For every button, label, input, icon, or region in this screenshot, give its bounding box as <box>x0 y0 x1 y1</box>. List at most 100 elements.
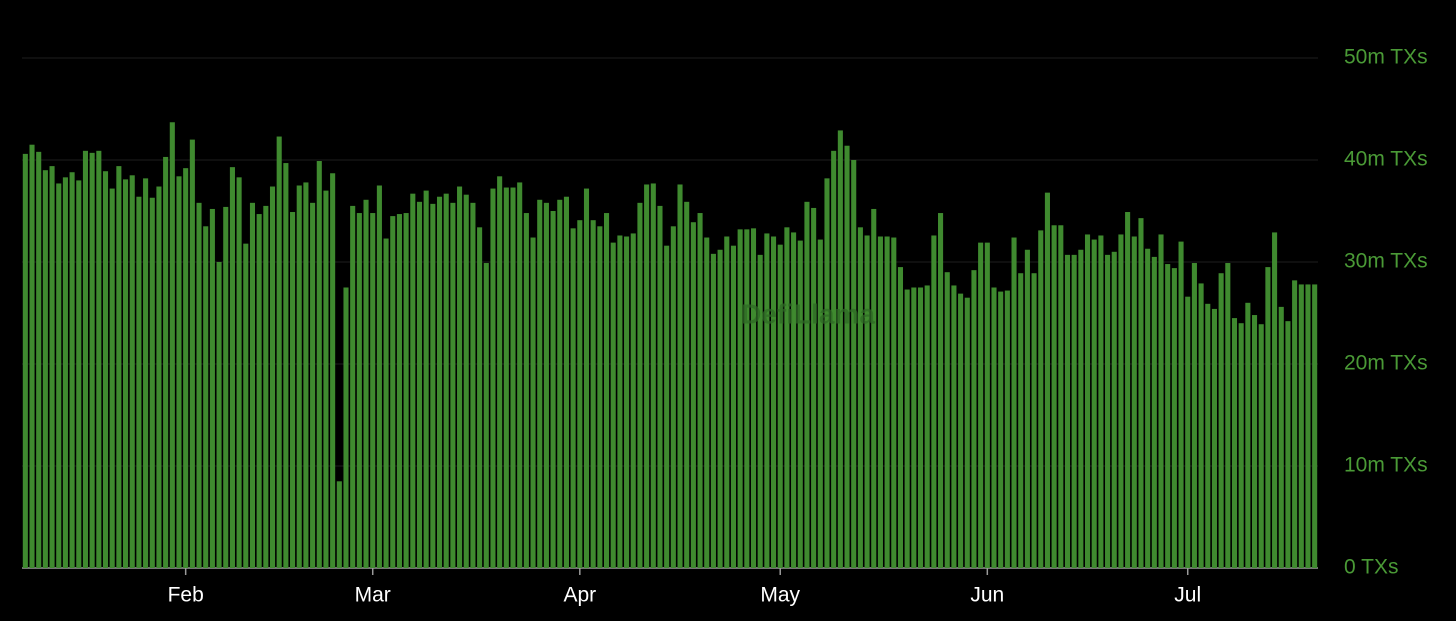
bar <box>964 297 970 568</box>
bar <box>864 235 870 569</box>
bar <box>1011 237 1017 568</box>
bar <box>971 270 977 568</box>
bar <box>1211 308 1217 568</box>
bar <box>1198 283 1204 568</box>
axes: 0 TXs 10m TXs 20m TXs 30m TXs 40m TXs 50m TXs… <box>168 46 1428 607</box>
bar <box>1185 296 1191 568</box>
bar <box>978 242 984 568</box>
bar <box>269 186 276 568</box>
bar <box>677 184 683 569</box>
bar <box>203 226 209 569</box>
bar <box>911 287 917 568</box>
bar <box>436 196 443 568</box>
bar <box>1118 234 1124 568</box>
bar <box>223 206 229 569</box>
bar <box>243 243 249 568</box>
bar <box>129 175 135 569</box>
bar <box>256 214 262 568</box>
bar <box>29 144 35 568</box>
bar <box>42 170 48 568</box>
bar <box>410 193 416 568</box>
bar <box>851 160 857 568</box>
bar <box>844 145 850 568</box>
bar <box>229 167 235 568</box>
bar <box>543 202 549 568</box>
bar <box>704 237 710 568</box>
bar <box>563 196 569 568</box>
bar <box>89 152 95 569</box>
bar <box>1024 249 1030 568</box>
bar <box>1058 225 1064 568</box>
bar <box>1245 302 1251 568</box>
bar <box>550 211 556 568</box>
bar <box>249 202 256 568</box>
bar <box>143 178 149 569</box>
bar <box>1044 192 1050 568</box>
bar <box>156 186 162 568</box>
bar <box>991 287 997 568</box>
bar <box>1071 254 1077 569</box>
bar <box>871 208 877 568</box>
bar <box>196 202 202 568</box>
bar <box>924 285 930 568</box>
bar <box>1251 315 1258 568</box>
bar <box>1312 284 1318 568</box>
bar <box>336 481 342 568</box>
bar <box>1218 273 1224 568</box>
bar <box>724 236 730 568</box>
bar <box>497 176 503 568</box>
bar <box>784 227 790 568</box>
bar <box>450 202 456 568</box>
bar <box>1051 225 1057 568</box>
bar <box>697 213 703 569</box>
bar <box>884 236 890 568</box>
bar <box>183 168 189 568</box>
bar <box>1145 248 1151 569</box>
bar <box>363 199 369 568</box>
bar <box>1064 254 1071 569</box>
y-tick-label: 50m TXs <box>1344 46 1428 69</box>
bar <box>630 233 636 568</box>
bar <box>69 172 75 569</box>
bar <box>877 236 883 568</box>
bar <box>577 220 583 568</box>
bar <box>356 213 362 569</box>
bar <box>490 188 496 568</box>
bar <box>1305 284 1311 568</box>
bar <box>891 237 897 568</box>
bar <box>430 203 436 569</box>
bar <box>76 180 82 568</box>
bar <box>1265 267 1271 568</box>
bar <box>423 190 429 568</box>
bar <box>136 196 142 568</box>
bar <box>1178 241 1184 568</box>
bar <box>1165 264 1171 568</box>
bar <box>1125 212 1131 568</box>
bar <box>149 197 155 569</box>
bar <box>510 187 516 569</box>
bar <box>750 228 757 568</box>
bar <box>102 171 109 568</box>
bar <box>483 263 489 568</box>
bar <box>323 190 329 568</box>
bar <box>109 188 115 568</box>
bar <box>1225 263 1231 568</box>
bar <box>650 183 656 568</box>
bar <box>236 177 242 568</box>
bar <box>36 151 42 568</box>
bar <box>710 253 716 568</box>
bar <box>22 153 28 568</box>
bar <box>984 242 990 568</box>
bar <box>443 193 449 568</box>
bar <box>583 188 590 568</box>
bar <box>1231 318 1238 568</box>
bar <box>831 150 837 568</box>
bar <box>62 177 68 568</box>
bar <box>637 202 643 568</box>
bars <box>22 122 1318 569</box>
bar <box>530 237 536 568</box>
bar <box>1158 234 1164 568</box>
bar <box>416 201 423 568</box>
y-tick-label: 30m TXs <box>1344 250 1428 273</box>
